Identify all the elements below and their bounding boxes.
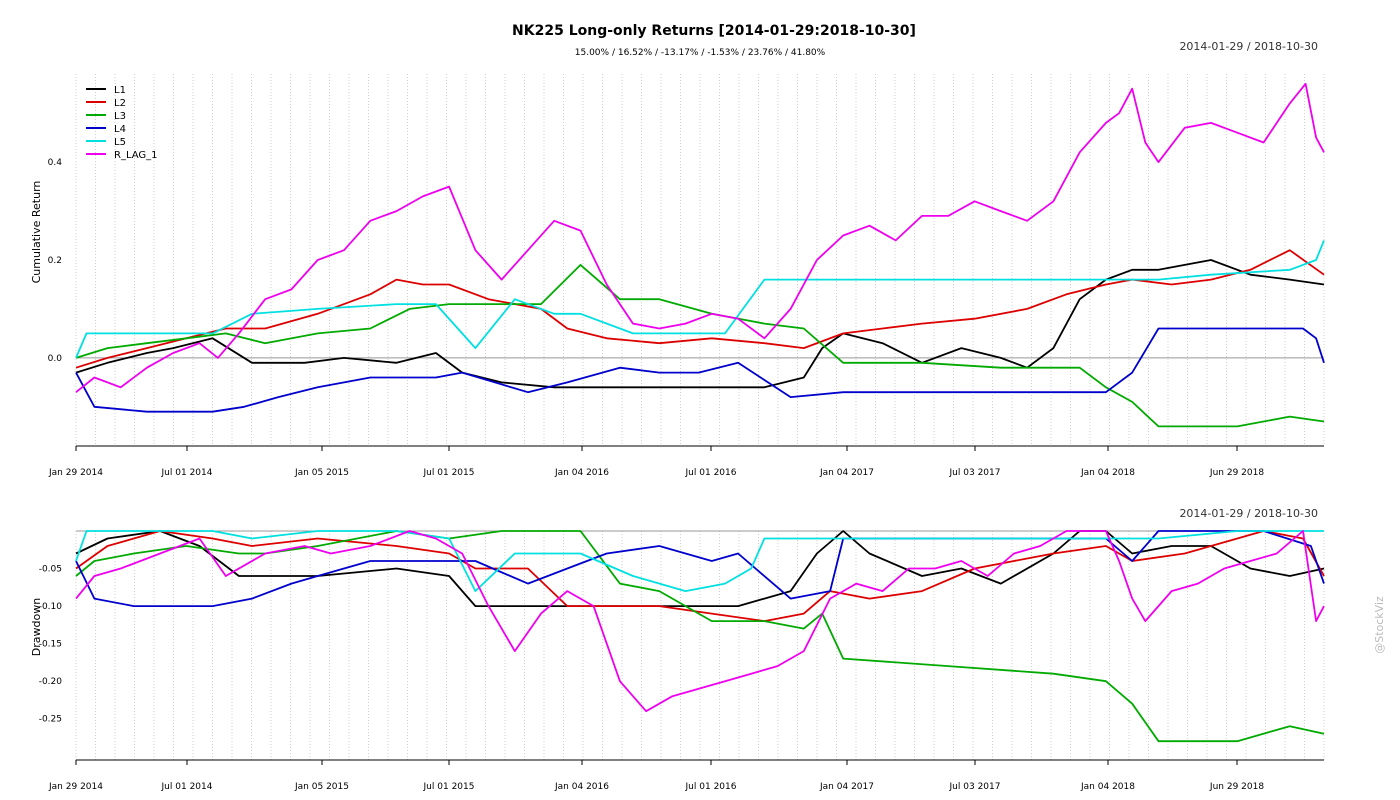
x-tick-label: Jan 29 2014 (48, 468, 103, 478)
series-line-l3 (75, 263, 1325, 428)
y-tick-label: 0.4 (48, 158, 63, 168)
legend-label: L5 (114, 137, 126, 148)
x-tick-label: Jul 01 2014 (161, 782, 213, 792)
legend-label: L3 (114, 111, 126, 122)
series-line-l4 (75, 530, 1325, 607)
x-tick-label: Jun 29 2018 (1209, 468, 1264, 478)
legend-label: L4 (114, 124, 126, 135)
x-tick-label: Jul 01 2016 (685, 468, 737, 478)
y-tick-label: -0.05 (39, 565, 62, 575)
x-tick-label: Jan 05 2015 (294, 468, 349, 478)
x-tick-label: Jul 01 2016 (685, 782, 737, 792)
x-tick-label: Jan 04 2018 (1080, 468, 1135, 478)
bottom-date-range: 2014-01-29 / 2018-10-30 (1179, 507, 1318, 520)
x-tick-label: Jan 04 2017 (819, 782, 874, 792)
x-tick-label: Jan 05 2015 (294, 782, 349, 792)
chart-subtitle: 15.00% / 16.52% / -13.17% / -1.53% / 23.… (575, 48, 826, 58)
series-line-l1 (75, 530, 1325, 607)
x-tick-label: Jun 29 2018 (1209, 782, 1264, 792)
series-line-l5 (75, 530, 1324, 592)
series-line-l3 (75, 530, 1325, 743)
top-y-axis-label: Cumulative Return (30, 181, 43, 284)
top-date-range: 2014-01-29 / 2018-10-30 (1179, 40, 1318, 53)
x-tick-label: Jul 01 2015 (423, 468, 475, 478)
x-tick-label: Jul 01 2015 (423, 782, 475, 792)
x-tick-label: Jan 04 2016 (554, 782, 609, 792)
series-line-r-lag-1 (75, 530, 1325, 713)
x-tick-label: Jan 29 2014 (48, 782, 103, 792)
legend-label: L1 (114, 85, 126, 96)
x-tick-label: Jul 03 2017 (949, 468, 1001, 478)
x-tick-label: Jul 01 2014 (161, 468, 213, 478)
legend-label: L2 (114, 98, 126, 109)
x-tick-label: Jul 03 2017 (949, 782, 1001, 792)
y-tick-label: -0.25 (39, 715, 62, 725)
series-line-l1 (75, 259, 1325, 389)
y-tick-label: 0.2 (48, 256, 62, 266)
series-line-r-lag-1 (75, 82, 1325, 393)
cumulative-return-panel: Jan 29 2014 Jul 01 2014 Jan 05 2015 Jul 01 … (48, 74, 1325, 478)
series-line-l4 (75, 327, 1325, 413)
chart-title: NK225 Long-only Returns [2014-01-29:2018… (512, 23, 916, 39)
x-tick-label: Jan 04 2016 (554, 468, 609, 478)
watermark: @StockViz (1373, 596, 1386, 654)
bottom-y-axis-label: Drawdown (30, 598, 43, 656)
series-line-l2 (75, 530, 1325, 622)
drawdown-panel: Jan 29 2014 Jul 01 2014 Jan 05 2015 Jul 01 … (39, 530, 1325, 792)
y-tick-label: -0.20 (39, 677, 63, 687)
x-tick-label: Jan 04 2018 (1080, 782, 1135, 792)
y-tick-label: 0.0 (48, 354, 63, 364)
y-tick-label: -0.10 (39, 602, 63, 612)
legend-label: R_LAG_1 (114, 150, 158, 161)
y-tick-label: -0.15 (39, 640, 62, 650)
series-line-l5 (75, 240, 1325, 359)
x-tick-label: Jan 04 2017 (819, 468, 874, 478)
